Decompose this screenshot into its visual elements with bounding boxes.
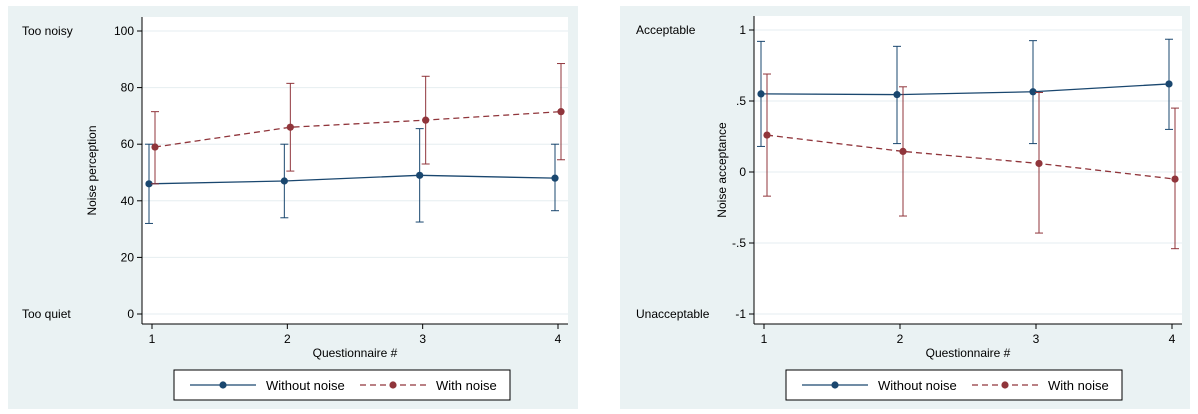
data-point-without-noise bbox=[145, 180, 153, 188]
plot-area bbox=[142, 17, 568, 324]
y-tick-label: 80 bbox=[121, 81, 135, 95]
legend-label-with-noise: With noise bbox=[1048, 378, 1109, 393]
legend-label-without-noise: Without noise bbox=[266, 378, 345, 393]
x-tick-label: 1 bbox=[149, 332, 156, 346]
data-point-without-noise bbox=[416, 171, 424, 179]
data-point-without-noise bbox=[1029, 88, 1037, 96]
y-tick-label: -1 bbox=[735, 307, 746, 321]
series-line-with-noise bbox=[766, 134, 1176, 180]
x-tick-label: 1 bbox=[761, 332, 768, 346]
x-axis-title: Questionnaire # bbox=[313, 346, 398, 360]
legend-marker-with-noise bbox=[389, 381, 397, 389]
legend-label-with-noise: With noise bbox=[436, 378, 497, 393]
data-point-with-noise bbox=[286, 123, 294, 131]
series-line-without-noise bbox=[148, 174, 556, 185]
data-point-without-noise bbox=[893, 91, 901, 99]
y-tick-label: 0 bbox=[739, 165, 746, 179]
data-point-with-noise bbox=[422, 116, 430, 124]
x-axis-title: Questionnaire # bbox=[926, 346, 1011, 360]
legend-marker-without-noise bbox=[831, 381, 839, 389]
y-annotation: Too quiet bbox=[22, 307, 71, 321]
data-point-without-noise bbox=[757, 90, 765, 98]
data-point-with-noise bbox=[557, 108, 565, 116]
legend-marker-with-noise bbox=[1001, 381, 1009, 389]
y-annotation: Acceptable bbox=[636, 23, 696, 37]
data-point-without-noise bbox=[551, 174, 559, 182]
data-point-with-noise bbox=[899, 147, 907, 156]
data-point-without-noise bbox=[1165, 80, 1173, 88]
noise-perception-chart-panel: 0 20 40 60 80 100 1 2 3 4 Questionnaire # Noise per… bbox=[8, 6, 578, 409]
legend-marker-without-noise bbox=[219, 381, 227, 389]
x-tick-label: 4 bbox=[555, 332, 562, 346]
y-tick-label: 60 bbox=[121, 137, 135, 151]
data-point-with-noise bbox=[151, 143, 159, 151]
data-point-with-noise bbox=[1035, 159, 1043, 168]
x-tick-label: 2 bbox=[897, 332, 904, 346]
noise-acceptance-chart-panel: -1 -.5 0 .5 1 1 2 3 4 Questionnaire # Noise accept… bbox=[620, 6, 1190, 409]
x-tick-label: 2 bbox=[284, 332, 291, 346]
noise-perception-chart: 0 20 40 60 80 100 1 2 3 4 Questionnaire # Noise per… bbox=[22, 17, 568, 401]
data-point-with-noise bbox=[763, 131, 771, 139]
x-tick-label: 4 bbox=[1169, 332, 1176, 346]
x-tick-label: 3 bbox=[1033, 332, 1040, 346]
series-line-with-noise bbox=[154, 111, 562, 148]
data-point-with-noise bbox=[1171, 175, 1179, 183]
y-annotation: Unacceptable bbox=[636, 307, 710, 321]
data-point-without-noise bbox=[280, 177, 288, 185]
y-axis-title: Noise acceptance bbox=[715, 122, 729, 218]
y-tick-label: 40 bbox=[121, 194, 135, 208]
series-line-without-noise bbox=[760, 83, 1170, 96]
noise-acceptance-chart: -1 -.5 0 .5 1 1 2 3 4 Questionnaire # Noise accept… bbox=[636, 16, 1182, 401]
y-annotation: Too noisy bbox=[22, 24, 73, 38]
plot-area bbox=[754, 16, 1182, 324]
y-axis-title: Noise perception bbox=[85, 125, 99, 215]
y-tick-label: 1 bbox=[739, 23, 746, 37]
y-tick-label: .5 bbox=[736, 94, 746, 108]
y-tick-label: 0 bbox=[127, 307, 134, 321]
x-tick-label: 3 bbox=[419, 332, 426, 346]
y-tick-label: 100 bbox=[114, 24, 134, 38]
legend-label-without-noise: Without noise bbox=[878, 378, 957, 393]
y-tick-label: 20 bbox=[121, 250, 135, 264]
y-tick-label: -.5 bbox=[732, 236, 746, 250]
